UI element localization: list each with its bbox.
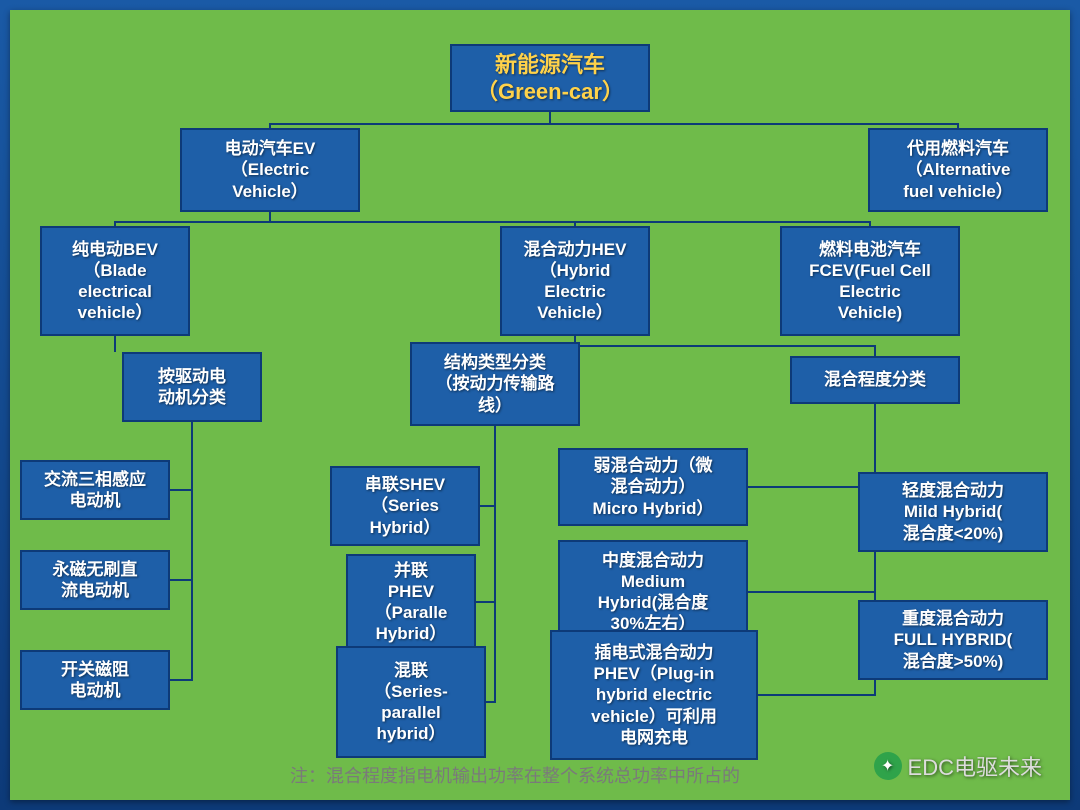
node-shev: 串联SHEV（SeriesHybrid） — [330, 466, 480, 546]
diagram-canvas: 新能源汽车（Green-car） 电动汽车EV（ElectricVehicle） 代… — [10, 10, 1070, 800]
node-fcev: 燃料电池汽车FCEV(Fuel CellElectricVehicle) — [780, 226, 960, 336]
node-m2: 永磁无刷直流电动机 — [20, 550, 170, 610]
wechat-icon: ✦ — [874, 752, 902, 780]
watermark-text: EDC电驱未来 — [908, 750, 1042, 782]
node-degree: 混合程度分类 — [790, 356, 960, 404]
footnote: 注：混合程度指电机输出功率在整个系统总功率中所占的 — [290, 762, 740, 788]
slide-stage: 新能源汽车（Green-car） 电动汽车EV（ElectricVehicle） 代… — [0, 0, 1080, 810]
node-full: 重度混合动力FULL HYBRID(混合度>50%) — [858, 600, 1048, 680]
node-motor: 按驱动电动机分类 — [122, 352, 262, 422]
node-m1: 交流三相感应电动机 — [20, 460, 170, 520]
node-mild: 轻度混合动力Mild Hybrid(混合度<20%) — [858, 472, 1048, 552]
node-ev: 电动汽车EV（ElectricVehicle） — [180, 128, 360, 212]
node-phevp: 并联PHEV（ParalleHybrid） — [346, 554, 476, 650]
node-bev: 纯电动BEV（Bladeelectricalvehicle） — [40, 226, 190, 336]
watermark: ✦ EDC电驱未来 — [874, 750, 1042, 782]
node-micro: 弱混合动力（微混合动力）Micro Hybrid） — [558, 448, 748, 526]
node-hev: 混合动力HEV（HybridElectricVehicle） — [500, 226, 650, 336]
node-medium: 中度混合动力MediumHybrid(混合度30%左右） — [558, 540, 748, 644]
node-phevg: 插电式混合动力PHEV（Plug-inhybrid electricvehicl… — [550, 630, 758, 760]
node-root: 新能源汽车（Green-car） — [450, 44, 650, 112]
node-alt: 代用燃料汽车（Alternativefuel vehicle） — [868, 128, 1048, 212]
node-m3: 开关磁阻电动机 — [20, 650, 170, 710]
node-sphev: 混联（Series-parallelhybrid） — [336, 646, 486, 758]
node-struct: 结构类型分类（按动力传输路线） — [410, 342, 580, 426]
